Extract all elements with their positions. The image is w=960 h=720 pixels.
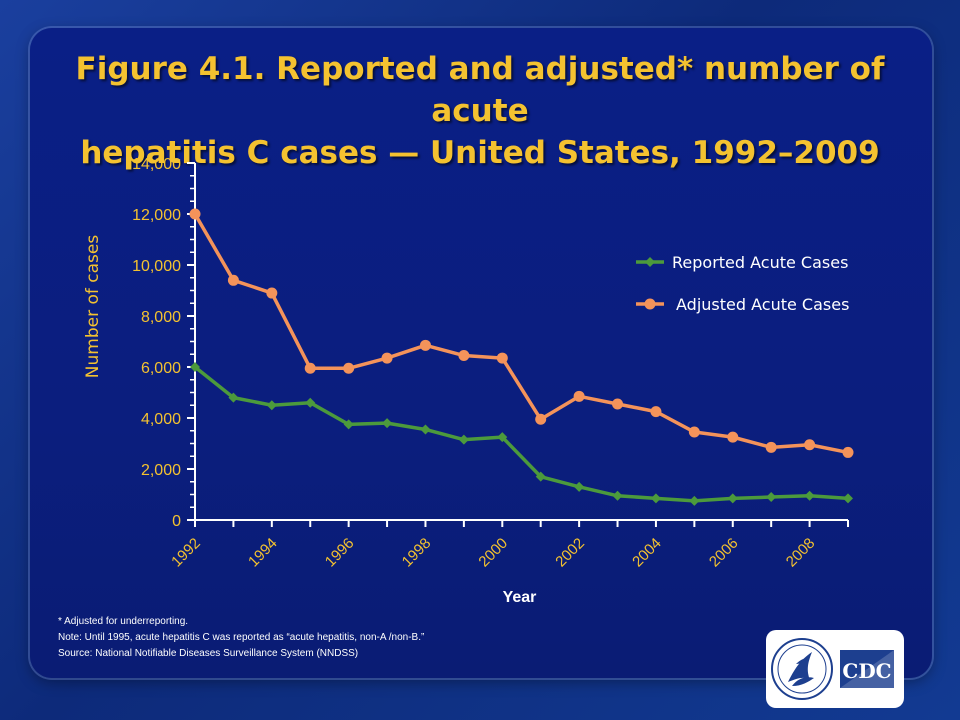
x-tick-label: 2006	[706, 535, 742, 571]
data-point	[227, 274, 239, 286]
legend-item: Adjusted Acute Cases	[636, 295, 849, 314]
hhs-eagle-seal-icon: CDC	[771, 638, 894, 700]
x-tick-label: 2004	[629, 535, 665, 571]
legend-marker	[645, 257, 655, 267]
footnote-note: Note: Until 1995, acute hepatitis C was …	[58, 632, 425, 643]
footnote-source: Source: National Notifiable Diseases Sur…	[58, 648, 359, 659]
legend-label: Adjusted Acute Cases	[676, 295, 849, 314]
y-tick-label: 4,000	[141, 411, 181, 428]
data-point	[804, 439, 816, 451]
data-point	[189, 208, 201, 220]
data-point	[766, 492, 777, 503]
cdc-logo-text: CDC	[842, 659, 891, 683]
data-point	[343, 419, 354, 430]
data-point	[497, 432, 508, 443]
data-point	[535, 413, 547, 425]
data-point	[843, 493, 853, 504]
legend-marker	[644, 298, 656, 310]
data-point	[266, 287, 278, 299]
y-tick-label: 6,000	[141, 360, 181, 377]
data-point	[535, 471, 546, 482]
data-point	[381, 352, 393, 364]
x-tick-label: 1996	[322, 535, 358, 571]
footnotes: * Adjusted for underreporting. Note: Unt…	[58, 614, 678, 662]
y-tick-label: 14,000	[132, 156, 181, 173]
x-tick-label: 2000	[476, 535, 512, 571]
data-point	[574, 481, 585, 492]
data-point	[382, 418, 393, 429]
data-point	[650, 406, 662, 418]
chart-series	[189, 208, 854, 506]
data-point	[727, 493, 738, 504]
slide-panel	[30, 28, 932, 678]
legend-label: Reported Acute Cases	[672, 253, 848, 272]
data-point	[458, 350, 470, 362]
data-point	[458, 434, 469, 445]
y-tick-label: 10,000	[132, 258, 181, 275]
data-point	[228, 392, 239, 403]
chart-legend: Reported Acute Cases Adjusted Acute Cases	[636, 253, 849, 314]
y-tick-label: 2,000	[141, 462, 181, 479]
data-point	[688, 426, 700, 438]
data-point	[266, 400, 277, 411]
data-point	[304, 362, 316, 374]
chart-title: Figure 4.1. Reported and adjusted* numbe…	[40, 48, 920, 174]
series-adjusted-acute-cases	[189, 208, 854, 458]
series-reported-acute-cases	[190, 362, 853, 506]
x-axis-label: Year	[503, 589, 537, 606]
y-tick-label: 8,000	[141, 309, 181, 326]
y-tick-label: 12,000	[132, 207, 181, 224]
data-point	[419, 339, 431, 351]
data-point	[496, 352, 508, 364]
x-tick-label: 1998	[399, 535, 435, 571]
x-tick-label: 1992	[168, 535, 204, 571]
x-tick-label: 2002	[552, 535, 588, 571]
data-point	[727, 431, 739, 443]
data-point	[573, 390, 585, 402]
series-line	[193, 365, 849, 503]
x-tick-label: 1994	[245, 535, 281, 571]
data-point	[804, 490, 815, 501]
data-point	[612, 398, 624, 410]
series-line	[193, 213, 849, 455]
chart-title-line-1: Figure 4.1. Reported and adjusted* numbe…	[75, 51, 885, 129]
cdc-logo: CDC	[766, 630, 904, 708]
data-point	[343, 362, 355, 374]
data-point	[190, 362, 200, 372]
x-tick-label: 2008	[783, 535, 819, 571]
data-point	[765, 441, 777, 453]
data-point	[650, 493, 661, 504]
legend-item: Reported Acute Cases	[636, 253, 848, 272]
data-point	[305, 397, 316, 408]
chart-title-line-2: hepatitis C cases — United States, 1992–…	[80, 135, 880, 171]
chart-axes: 0 2,000 4,000 6,000 8,000 10,000 12,000 14,000 1…	[83, 156, 849, 606]
data-point	[612, 490, 623, 501]
footnote-adjusted: * Adjusted for underreporting.	[58, 616, 189, 627]
y-axis-label: Number of cases	[83, 235, 103, 379]
data-point	[842, 446, 854, 458]
data-point	[420, 424, 431, 435]
data-point	[689, 495, 700, 506]
y-tick-label: 0	[172, 513, 181, 530]
